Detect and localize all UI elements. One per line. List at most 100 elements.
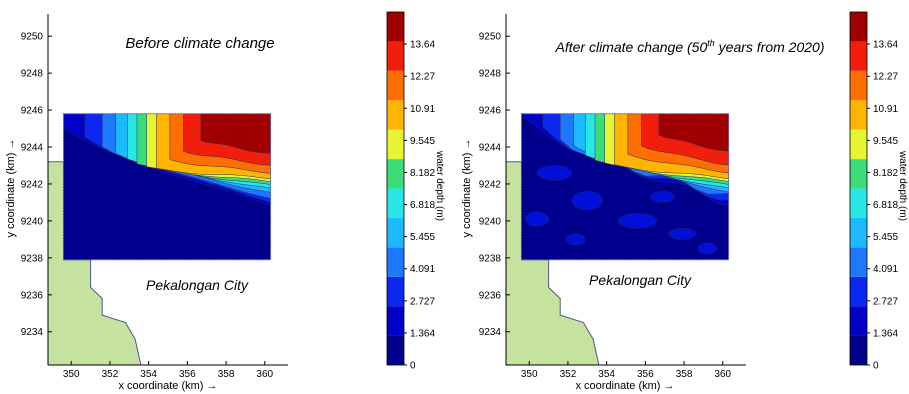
colorbar-label: water depth (m) <box>897 150 908 221</box>
colorbar-segment <box>850 70 867 101</box>
colorbar-segment <box>850 188 867 218</box>
model-domain-border <box>62 113 272 261</box>
y-tick-label: 9240 <box>21 216 44 227</box>
colorbar-tick-label: 10.91 <box>873 104 898 115</box>
x-tick-label: 358 <box>218 369 235 380</box>
colorbar-segment <box>850 276 867 307</box>
y-axis-label: y coordinate (km) → <box>5 138 17 237</box>
colorbar-tick-label: 4.091 <box>873 264 898 275</box>
plot-title: After climate change (50th years from 20… <box>555 38 825 55</box>
colorbar-tick-label: 5.455 <box>410 232 435 243</box>
colorbar-segment <box>850 306 867 336</box>
colorbar-segment <box>850 159 867 189</box>
colorbar-before: 0 1.364 2.727 4.091 5.455 6.818 8.182 9.545 10.9… <box>386 11 445 372</box>
depth-patch <box>618 213 658 229</box>
axes: 350 352 354 356 358 360 9234 9236 9238 9240 9242 92… <box>479 14 746 380</box>
colorbar-tick-label: 6.818 <box>410 200 435 211</box>
colorbar-tick-label: 8.182 <box>410 168 435 179</box>
colorbar-after: 0 1.364 2.727 4.091 5.455 6.818 8.182 9.545 10.9… <box>849 11 908 372</box>
colorbar-tick-label: 0 <box>410 361 416 372</box>
colorbar-frame <box>849 11 868 366</box>
colorbar-tick-label: 9.545 <box>873 136 898 147</box>
y-tick-label: 9238 <box>21 253 44 264</box>
x-tick-label: 358 <box>676 369 693 380</box>
y-tick-label: 9250 <box>21 32 44 43</box>
colorbar-tick-label: 2.727 <box>873 296 898 307</box>
y-tick-label: 9238 <box>479 253 502 264</box>
colorbar-segment <box>850 217 867 248</box>
plot-before: 350 352 354 356 358 360 9234 9236 9238 9240 9242 92… <box>5 14 288 392</box>
x-tick-label: 350 <box>521 369 538 380</box>
y-tick-label: 9248 <box>479 69 502 80</box>
colorbar-tick-label: 8.182 <box>873 168 898 179</box>
colorbar-segment <box>387 159 404 189</box>
colorbar-segment <box>387 247 404 277</box>
x-axis-label: x coordinate (km) → <box>118 380 217 392</box>
colorbar-segment <box>387 276 404 307</box>
colorbar-label: water depth (m) <box>434 150 445 221</box>
depth-patch <box>668 228 696 240</box>
colorbar-tick-label: 12.27 <box>410 72 435 83</box>
colorbar-tick-label: 12.27 <box>873 72 898 83</box>
y-tick-label: 9248 <box>21 69 44 80</box>
y-tick-label: 9244 <box>21 143 44 154</box>
colorbar-segment <box>387 217 404 248</box>
model-domain-border <box>520 113 730 261</box>
plot-after: 350 352 354 356 358 360 9234 9236 9238 9240 9242 92… <box>461 14 824 392</box>
y-tick-label: 9244 <box>479 143 502 154</box>
colorbar-tick-label: 10.91 <box>410 104 435 115</box>
x-tick-label: 352 <box>102 369 119 380</box>
x-tick-label: 350 <box>63 369 80 380</box>
colorbar-scale: 0 1.364 2.727 4.091 5.455 6.818 8.182 9.545 10.9… <box>849 11 898 372</box>
colorbar-segment <box>387 306 404 336</box>
plot-area: 350 352 354 356 358 360 9234 9236 9238 9240 9242 92… <box>21 14 288 380</box>
colorbar-segment <box>850 129 867 160</box>
annotation-city: Pekalongan City <box>589 272 692 288</box>
colorbar-segment <box>387 335 404 365</box>
colorbar-segment <box>387 12 404 42</box>
y-axis-label: y coordinate (km) → <box>461 138 473 237</box>
plot-title: Before climate change <box>125 35 274 52</box>
y-tick-label: 9236 <box>479 290 502 301</box>
y-tick-label: 9236 <box>21 290 44 301</box>
y-tick-label: 9250 <box>479 32 502 43</box>
x-axis-label: x coordinate (km) → <box>575 380 674 392</box>
y-tick-label: 9234 <box>479 327 502 338</box>
colorbar-tick-label: 1.364 <box>873 328 898 339</box>
colorbar-segment <box>387 41 404 71</box>
x-tick-label: 354 <box>598 369 615 380</box>
y-tick-label: 9246 <box>479 106 502 117</box>
colorbar-segment <box>850 100 867 130</box>
depth-patch <box>571 191 603 211</box>
depth-patch <box>536 165 573 181</box>
y-tick-label: 9234 <box>21 327 44 338</box>
colorbar-tick-label: 4.091 <box>410 264 435 275</box>
colorbar-tick-label: 0 <box>873 361 879 372</box>
y-tick-label: 9242 <box>479 179 502 190</box>
colorbar-segment <box>850 335 867 365</box>
depth-patch <box>565 233 586 246</box>
x-tick-label: 360 <box>714 369 731 380</box>
depth-contours <box>63 113 271 260</box>
colorbar-segment <box>387 70 404 101</box>
annotation-city: Pekalongan City <box>146 277 249 293</box>
colorbar-tick-label: 5.455 <box>873 232 898 243</box>
colorbar-frame <box>386 11 405 366</box>
y-tick-label: 9240 <box>479 216 502 227</box>
x-tick-label: 356 <box>637 369 654 380</box>
y-tick-label: 9242 <box>21 179 44 190</box>
colorbar-segment <box>850 12 867 42</box>
colorbar-tick-label: 6.818 <box>873 200 898 211</box>
colorbar-tick-label: 13.64 <box>873 40 898 51</box>
depth-contours <box>521 113 729 260</box>
x-tick-label: 360 <box>256 369 273 380</box>
axes: 350 352 354 356 358 360 9234 9236 9238 9240 9242 92… <box>21 14 288 380</box>
colorbar-tick-label: 1.364 <box>410 328 435 339</box>
colorbar-tick-label: 9.545 <box>410 136 435 147</box>
depth-patch <box>650 191 675 203</box>
plot-area: 350 352 354 356 358 360 9234 9236 9238 9240 9242 92… <box>479 14 746 380</box>
colorbar-tick-label: 2.727 <box>410 296 435 307</box>
colorbar-segment <box>850 41 867 71</box>
x-tick-label: 352 <box>560 369 577 380</box>
